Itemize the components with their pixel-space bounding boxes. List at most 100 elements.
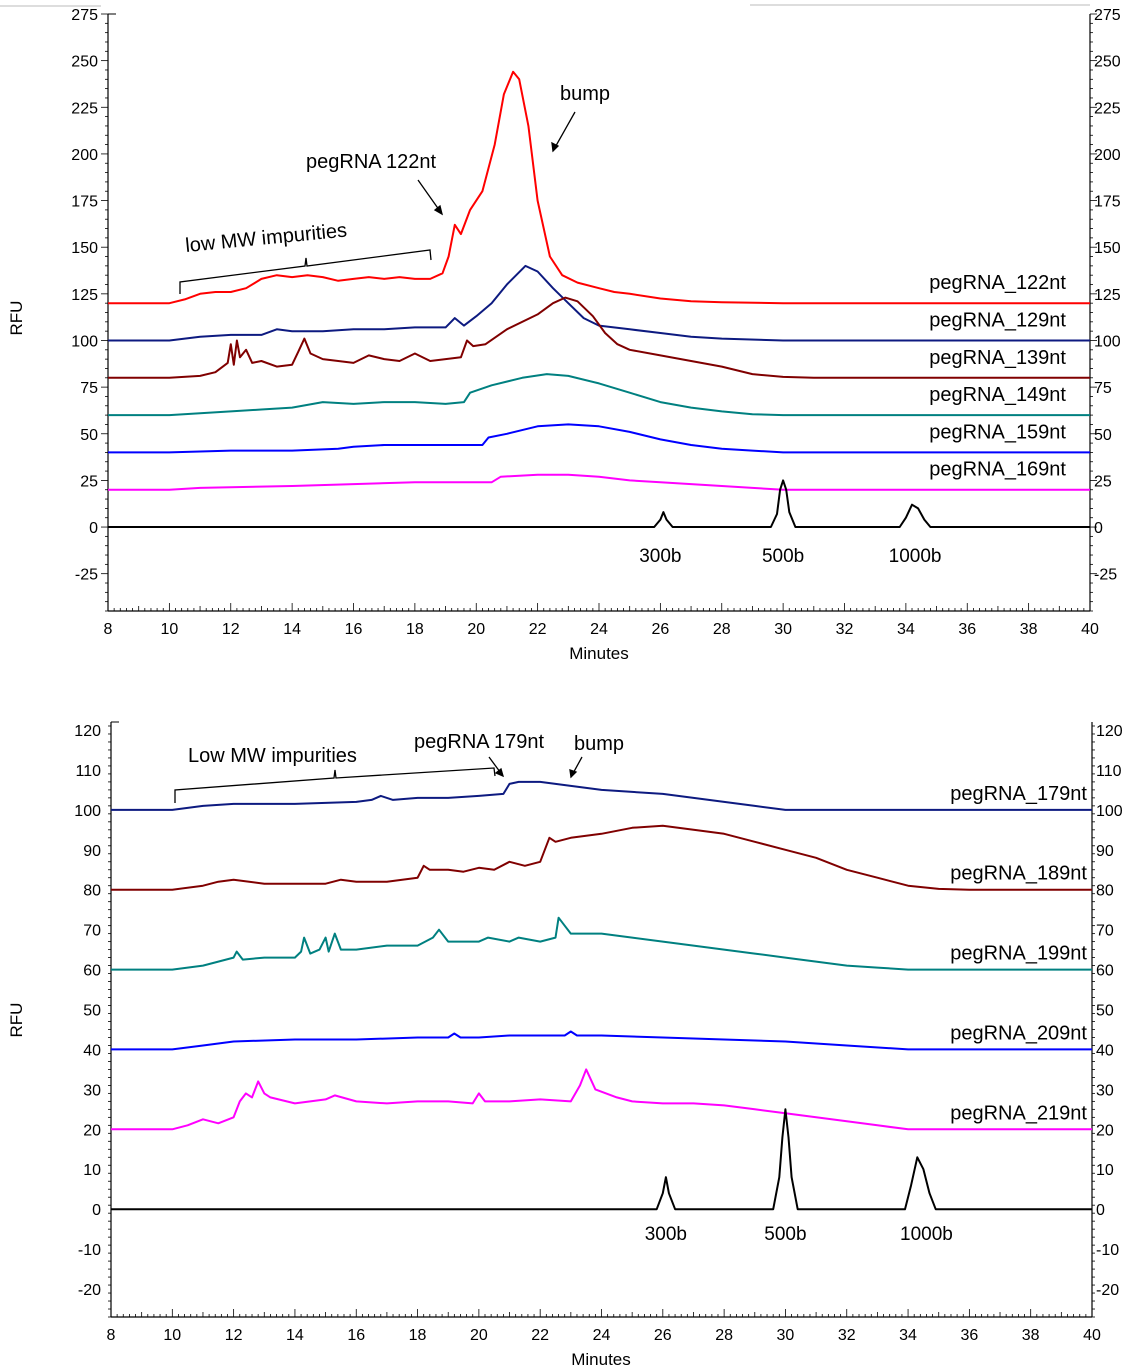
bottom-electropherogram: 8 10 12 14 16 18 20 22 24 26 28 30 32 34 36 38 40 120 120 1… xyxy=(74,721,1123,1344)
x-tick-label: 28 xyxy=(713,621,731,638)
impurities-annotation-top: low MW impurities xyxy=(184,220,348,257)
bump-annotation-top: bump xyxy=(560,83,610,105)
x-tick-label: 10 xyxy=(163,1327,181,1344)
x-tick-label: 30 xyxy=(777,1327,795,1344)
y-tick-label-left: 110 xyxy=(75,763,101,780)
ladder-peak-label: 500b xyxy=(764,1224,806,1245)
x-tick-label: 36 xyxy=(958,621,976,638)
top-electropherogram: 8 10 12 14 16 18 20 22 24 26 28 30 32 34 36 38 40 275 275 2… xyxy=(71,7,1121,638)
x-tick-label: 18 xyxy=(406,621,424,638)
annotation-arrows-top xyxy=(179,111,576,294)
y-tick-label-right: 150 xyxy=(1094,240,1121,257)
x-tick-label: 16 xyxy=(345,621,363,638)
y-tick-label-left: 0 xyxy=(92,1202,101,1219)
x-tick-label: 10 xyxy=(160,621,178,638)
y-tick-label-left: 75 xyxy=(80,380,98,397)
x-axis-title-bottom: Minutes xyxy=(571,1350,631,1369)
y-tick-label-left: 0 xyxy=(89,520,98,537)
x-tick-label: 34 xyxy=(897,621,915,638)
x-tick-label: 14 xyxy=(286,1327,304,1344)
ladder-peak-label: 500b xyxy=(762,546,804,567)
series-line-pegRNA_179nt xyxy=(111,780,1092,811)
y-tick-label-right: 175 xyxy=(1094,194,1121,211)
x-tick-label: 36 xyxy=(960,1327,978,1344)
y-tick-label-right: 75 xyxy=(1094,380,1112,397)
series-label: pegRNA_189nt xyxy=(950,863,1087,885)
y-tick-label-left: 25 xyxy=(80,473,98,490)
x-tick-label: 40 xyxy=(1083,1327,1101,1344)
y-tick-label-right: 20 xyxy=(1096,1122,1114,1139)
x-axis-title-top: Minutes xyxy=(569,644,629,663)
y-tick-label-left: 120 xyxy=(74,723,101,740)
x-tick-label: 24 xyxy=(593,1327,611,1344)
ladder-peak-label: 1000b xyxy=(900,1224,953,1245)
y-tick-label-right: 250 xyxy=(1094,54,1121,71)
y-tick-label-right: 50 xyxy=(1094,427,1112,444)
y-tick-label-left: 125 xyxy=(71,287,98,304)
y-tick-label-right: 80 xyxy=(1096,883,1114,900)
ladder-peak-label: 300b xyxy=(639,546,681,567)
y-tick-label-left: 40 xyxy=(83,1042,101,1059)
y-tick-label-left: 10 xyxy=(83,1162,101,1179)
series-line-pegRNA_199nt xyxy=(111,916,1092,971)
bump-annotation-bottom: bump xyxy=(574,733,624,755)
y-axis-title-bottom: RFU xyxy=(7,1003,26,1038)
series-label: pegRNA_179nt xyxy=(950,783,1087,805)
x-tick-label: 20 xyxy=(467,621,485,638)
y-tick-label-left: -25 xyxy=(75,567,98,584)
y-tick-label-left: 50 xyxy=(80,427,98,444)
series-line-pegRNA_209nt xyxy=(111,1030,1092,1051)
y-tick-label-right: 30 xyxy=(1096,1082,1114,1099)
series-line-pegRNA_219nt xyxy=(111,1068,1092,1131)
series-label: pegRNA_129nt xyxy=(929,309,1066,331)
series-line-pegRNA_169nt xyxy=(108,473,1090,491)
y-tick-label-right: 275 xyxy=(1094,7,1121,24)
y-tick-label-right: 120 xyxy=(1096,723,1123,740)
y-tick-label-right: 50 xyxy=(1096,1003,1114,1020)
series-label: pegRNA_209nt xyxy=(950,1022,1087,1044)
series-label: pegRNA_139nt xyxy=(929,347,1066,369)
y-tick-label-right: 100 xyxy=(1096,803,1123,820)
y-tick-label-right: -20 xyxy=(1096,1282,1119,1299)
peak-annotation-top: pegRNA 122nt xyxy=(306,151,437,173)
y-tick-label-left: 90 xyxy=(83,843,101,860)
x-tick-label: 14 xyxy=(283,621,301,638)
y-tick-label-right: 90 xyxy=(1096,843,1114,860)
x-tick-label: 22 xyxy=(531,1327,549,1344)
y-tick-label-left: -20 xyxy=(78,1282,101,1299)
x-tick-label: 16 xyxy=(347,1327,365,1344)
y-tick-label-right: 200 xyxy=(1094,147,1121,164)
y-tick-label-right: 60 xyxy=(1096,963,1114,980)
series-line-pegRNA_122nt xyxy=(108,70,1090,305)
series-label: pegRNA_122nt xyxy=(929,272,1066,294)
impurities-annotation-bottom: Low MW impurities xyxy=(188,745,357,767)
y-tick-label-left: 100 xyxy=(71,333,98,350)
series-label: pegRNA_159nt xyxy=(929,421,1066,443)
ladder-peak-label: 300b xyxy=(645,1224,687,1245)
y-tick-label-right: 225 xyxy=(1094,100,1121,117)
y-tick-label-right: 10 xyxy=(1096,1162,1114,1179)
series-label: pegRNA_149nt xyxy=(929,384,1066,406)
y-tick-label-right: 0 xyxy=(1096,1202,1105,1219)
series-line-ladder xyxy=(111,1108,1092,1211)
y-tick-label-right: 0 xyxy=(1094,520,1103,537)
annotation-arrows-bottom xyxy=(174,756,583,803)
y-tick-label-left: 60 xyxy=(83,963,101,980)
y-tick-label-right: 110 xyxy=(1096,763,1122,780)
x-tick-label: 12 xyxy=(222,621,240,638)
y-axis-title-top: RFU xyxy=(7,301,26,336)
x-tick-label: 20 xyxy=(470,1327,488,1344)
y-tick-label-right: -10 xyxy=(1096,1242,1119,1259)
series-label: pegRNA_169nt xyxy=(929,459,1066,481)
y-tick-label-left: 200 xyxy=(71,147,98,164)
y-tick-label-left: 150 xyxy=(71,240,98,257)
x-tick-label: 22 xyxy=(529,621,547,638)
ladder-peak-label: 1000b xyxy=(889,546,942,567)
x-tick-label: 30 xyxy=(774,621,792,638)
peak-annotation-bottom: pegRNA 179nt xyxy=(414,731,545,753)
x-tick-label: 8 xyxy=(104,621,113,638)
y-tick-label-right: 100 xyxy=(1094,333,1121,350)
series-line-pegRNA_139nt xyxy=(108,296,1090,379)
y-tick-label-left: -10 xyxy=(78,1242,101,1259)
